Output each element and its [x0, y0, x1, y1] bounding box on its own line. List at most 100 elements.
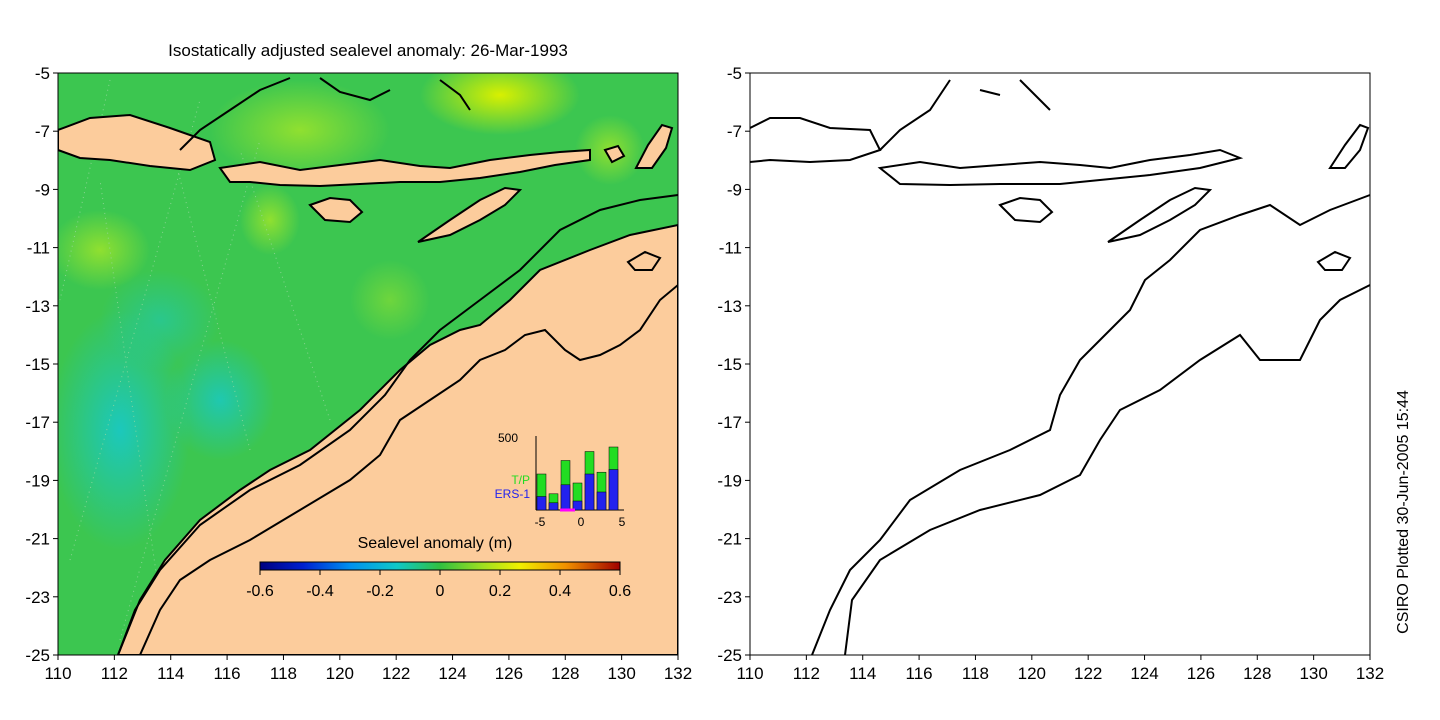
left-x-tick-label: 116	[214, 664, 241, 683]
left-y-tick-label: -9	[35, 180, 50, 199]
timor-coastline	[1107, 186, 1213, 243]
left-y-tick-label: -25	[25, 646, 50, 665]
java-coastline	[749, 117, 882, 164]
anomaly-blob	[100, 270, 220, 370]
timor-island	[417, 186, 523, 243]
right-x-tick-label: 118	[962, 664, 989, 683]
left-x-tick-label: 132	[664, 664, 692, 683]
left-x-tick-label: 126	[495, 664, 523, 683]
anomaly-blob	[350, 260, 430, 340]
right-y-tick-label: -15	[717, 355, 742, 374]
colorbar-tick-label: 0.2	[489, 583, 511, 600]
satellite-tracks	[59, 79, 331, 641]
right-x-tick-label: 132	[1356, 664, 1384, 683]
lesser-sunda-islands	[218, 148, 591, 188]
small-island-coastline	[1316, 250, 1352, 271]
colorbar-gradient	[259, 561, 621, 571]
right-map-contours	[749, 79, 1371, 656]
left-y-tick-label: -13	[25, 297, 50, 316]
colorbar-tick-label: -0.4	[306, 583, 334, 600]
left-y-tick-label: -19	[25, 471, 50, 490]
coast-outline	[117, 194, 678, 655]
inset-chart: 500 T/P ERS-1 -5 0 5	[495, 431, 626, 529]
inset-bar-ers	[584, 473, 595, 511]
right-x-tick-label: 124	[1130, 664, 1158, 683]
right-x-tick-label: 116	[906, 664, 933, 683]
right-x-tick-label: 122	[1074, 664, 1102, 683]
colorbar-title: Sealevel anomaly (m)	[358, 535, 513, 552]
inset-legend-ers: ERS-1	[495, 487, 531, 501]
left-map: Isostatically adjusted sealevel anomaly:…	[25, 41, 692, 683]
colorbar-tick-label: 0.6	[609, 583, 631, 600]
right-y-tick-label: -23	[717, 588, 742, 607]
right-x-tick-label: 120	[1018, 664, 1046, 683]
small-island	[626, 250, 662, 271]
inset-x-tick-label: 0	[578, 515, 585, 529]
left-x-tick-label: 110	[44, 664, 71, 683]
colorbar-tick-label: -0.6	[246, 583, 274, 600]
right-y-tick-label: -17	[717, 413, 742, 432]
colorbar-tick-label: -0.2	[366, 583, 394, 600]
inset-x-tick-label: 5	[619, 515, 626, 529]
left-x-tick-label: 118	[270, 664, 297, 683]
colorbar: Sealevel anomaly (m) -0.6 -0.4 -0.2 0 0.2 0.4…	[246, 535, 631, 600]
anomaly-blob	[420, 73, 580, 135]
right-x-tick-label: 128	[1243, 664, 1271, 683]
tanimbar-island	[634, 123, 674, 169]
inset-x-ticks: -5 0 5	[535, 515, 626, 529]
northern-coast	[179, 77, 471, 151]
inset-bar-ers	[596, 491, 607, 511]
right-y-tick-label: -21	[717, 530, 742, 549]
right-x-tick-label: 114	[849, 664, 876, 683]
sumba-island	[308, 196, 364, 224]
inset-x-tick-label: -5	[535, 515, 546, 529]
java-island	[58, 113, 217, 172]
inset-bar-ers	[560, 484, 571, 511]
right-y-tick-label: -25	[717, 646, 742, 665]
left-y-tick-label: -15	[25, 355, 50, 374]
left-x-tick-label: 128	[551, 664, 579, 683]
small-island	[603, 144, 626, 164]
left-y-tick-label: -23	[25, 588, 50, 607]
colorbar-tick-label: 0	[436, 583, 445, 600]
right-y-tick-label: -11	[719, 239, 742, 258]
colorbar-ticks: -0.6 -0.4 -0.2 0 0.2 0.4 0.6	[246, 570, 631, 600]
left-x-axis: 110 112 114 116 118 120 122 124 126 128 130 132	[44, 655, 692, 683]
colorbar-tick-label: 0.4	[549, 583, 571, 600]
right-x-axis: 110 112 114 116 118 120 122 124 126 128 130 132	[736, 655, 1384, 683]
anomaly-blob	[58, 210, 150, 290]
left-x-tick-label: 112	[101, 664, 128, 683]
left-x-tick-label: 114	[157, 664, 184, 683]
right-y-tick-label: -9	[727, 180, 742, 199]
inset-ymax-label: 500	[498, 431, 518, 445]
left-y-tick-label: -17	[25, 413, 50, 432]
isobath-contour	[844, 284, 1371, 656]
left-map-title: Isostatically adjusted sealevel anomaly:…	[168, 41, 568, 60]
inset-bar-ers	[572, 500, 583, 511]
inset-bars	[536, 446, 619, 512]
north-coastline	[879, 79, 1051, 151]
left-x-tick-label: 120	[326, 664, 354, 683]
right-map-frame	[749, 72, 1371, 656]
inset-legend-tp: T/P	[511, 473, 530, 487]
left-y-tick-label: -21	[25, 530, 50, 549]
inset-bar-ers	[548, 502, 559, 511]
anomaly-blob	[58, 310, 190, 550]
right-map: 110 112 114 116 118 120 122 124 126 128 130 132 -5-…	[717, 64, 1384, 683]
inset-bar-ers	[536, 496, 547, 511]
right-y-tick-label: -7	[727, 122, 742, 141]
left-y-tick-label: -5	[35, 64, 50, 83]
left-y-axis: -5 -7 -9 -11 -13 -15 -17 -19 -21 -23 -25	[25, 64, 58, 665]
sunda-coastline	[877, 148, 1244, 187]
inset-bar-ers	[608, 469, 619, 511]
right-x-tick-label: 130	[1299, 664, 1327, 683]
right-x-tick-label: 110	[736, 664, 763, 683]
right-y-tick-label: -13	[717, 297, 742, 316]
right-y-tick-label: -19	[717, 471, 742, 490]
left-y-tick-label: -7	[35, 122, 50, 141]
left-y-tick-label: -11	[27, 239, 50, 258]
anomaly-blob	[240, 185, 300, 255]
right-y-axis: -5 -7 -9 -11 -13 -15 -17 -19 -21 -23 -25	[717, 64, 750, 665]
credit-label: CSIRO Plotted 30-Jun-2005 15:44	[1395, 390, 1412, 634]
right-x-tick-label: 112	[793, 664, 820, 683]
